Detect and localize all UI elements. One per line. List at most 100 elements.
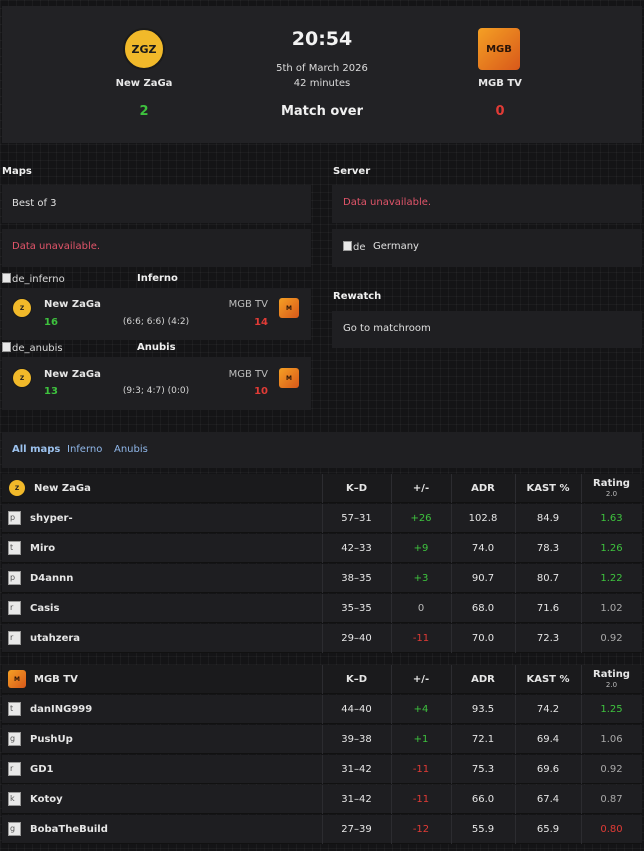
player-name[interactable]: BobaTheBuild [30,824,108,835]
column-divider [391,474,392,503]
filter-inferno[interactable]: Inferno [67,444,103,455]
column-divider [391,725,392,754]
broken-image-icon [343,241,352,251]
map1-name: Inferno [137,273,178,284]
map1-card[interactable]: Z New ZaGa 16 (6:6; 6:6) (4:2) MGB TV 14… [2,288,311,340]
player-rating: 1.63 [600,513,623,524]
matchroom-link[interactable]: Go to matchroom [343,323,431,334]
player-kast: 74.2 [536,704,560,715]
column-divider [391,504,392,533]
player-name[interactable]: danING999 [30,704,93,715]
filter-all-maps[interactable]: All maps [12,444,61,455]
map1-team2-score: 14 [254,317,268,328]
player-avatar: p [8,511,21,525]
column-divider [451,785,452,814]
column-divider [581,474,582,503]
team2-logo[interactable]: MGB [478,28,520,70]
map2-name: Anubis [137,342,176,353]
player-kd: 44–40 [341,704,372,715]
player-avatar: r [8,631,21,645]
column-header-rating[interactable]: Rating 2.0 [581,474,642,503]
team-name[interactable]: New ZaGa [34,483,91,494]
player-name[interactable]: Casis [30,603,60,614]
player-name[interactable]: D4annn [30,573,74,584]
column-header-kast[interactable]: KAST % [526,674,570,685]
team2-name[interactable]: MGB TV [478,78,522,89]
column-divider [451,534,452,563]
match-header: ZGZ New ZaGa 2 20:54 5th of March 2026 4… [2,6,642,143]
column-divider [391,594,392,623]
player-rating: 0.80 [600,824,623,835]
column-divider [515,564,516,593]
player-name[interactable]: Miro [30,543,56,554]
column-divider [322,755,323,784]
player-name[interactable]: PushUp [30,734,73,745]
server-info-box: Data unavailable. [332,185,642,223]
map1-team2-logo: M [279,298,299,318]
player-row: t Miro 42–33 +9 74.0 78.3 1.26 [2,534,642,563]
column-header-kd[interactable]: K–D [345,483,368,494]
column-header-adr[interactable]: ADR [471,483,495,494]
player-adr: 90.7 [471,573,495,584]
column-header-plus-minus[interactable]: +/- [412,674,430,685]
matchroom-link-box[interactable]: Go to matchroom [332,311,642,348]
map2-team1-name: New ZaGa [44,369,101,380]
filter-anubis[interactable]: Anubis [114,444,148,455]
player-plus-minus: +3 [413,573,429,584]
player-avatar: t [8,541,21,555]
column-divider [391,534,392,563]
rating-label: Rating [593,478,630,489]
player-plus-minus: +26 [410,513,432,524]
player-adr: 66.0 [471,794,495,805]
column-divider [451,594,452,623]
column-divider [451,624,452,653]
maps-format-box: Best of 3 [2,185,311,223]
map1-team2-name: MGB TV [228,299,268,310]
column-divider [515,624,516,653]
player-adr: 75.3 [471,764,495,775]
player-name[interactable]: GD1 [30,764,54,775]
player-row: p D4annn 38–35 +3 90.7 80.7 1.22 [2,564,642,593]
column-divider [322,474,323,503]
column-divider [581,815,582,844]
column-divider [322,695,323,724]
team-name[interactable]: MGB TV [34,674,78,685]
player-kast: 69.4 [536,734,560,745]
map1-team1-name: New ZaGa [44,299,101,310]
column-header-kd[interactable]: K–D [345,674,368,685]
column-divider [581,725,582,754]
map2-card[interactable]: Z New ZaGa 13 (9:3; 4:7) (0:0) MGB TV 10… [2,357,311,410]
player-adr: 74.0 [471,543,495,554]
match-duration: 42 minutes [293,78,351,89]
column-divider [581,755,582,784]
column-divider [391,564,392,593]
column-header-adr[interactable]: ADR [471,674,495,685]
column-divider [581,564,582,593]
player-plus-minus: +4 [413,704,429,715]
column-divider [322,785,323,814]
column-header-kast[interactable]: KAST % [526,483,570,494]
column-divider [391,624,392,653]
server-location-box: de Germany [332,229,642,267]
team-logo-small: Z [8,479,26,497]
column-divider [581,624,582,653]
team1-name[interactable]: New ZaGa [115,78,173,89]
column-divider [391,755,392,784]
player-kd: 35–35 [341,603,372,614]
column-header-plus-minus[interactable]: +/- [412,483,430,494]
map1-team1-logo: Z [12,298,32,318]
map2-team2-logo: M [279,368,299,388]
player-name[interactable]: shyper- [30,513,73,524]
player-name[interactable]: Kotoy [30,794,63,805]
column-divider [451,695,452,724]
team1-logo[interactable]: ZGZ [123,28,165,70]
team1-score: 2 [139,104,149,119]
player-avatar: p [8,571,21,585]
player-row: t danING999 44–40 +4 93.5 74.2 1.25 [2,695,642,724]
map2-team1-score: 13 [44,386,58,397]
player-name[interactable]: utahzera [30,633,81,644]
server-title: Server [333,166,371,177]
column-header-rating[interactable]: Rating 2.0 [581,665,642,694]
column-divider [391,785,392,814]
map1-halves: (6:6; 6:6) (4:2) [122,317,190,327]
